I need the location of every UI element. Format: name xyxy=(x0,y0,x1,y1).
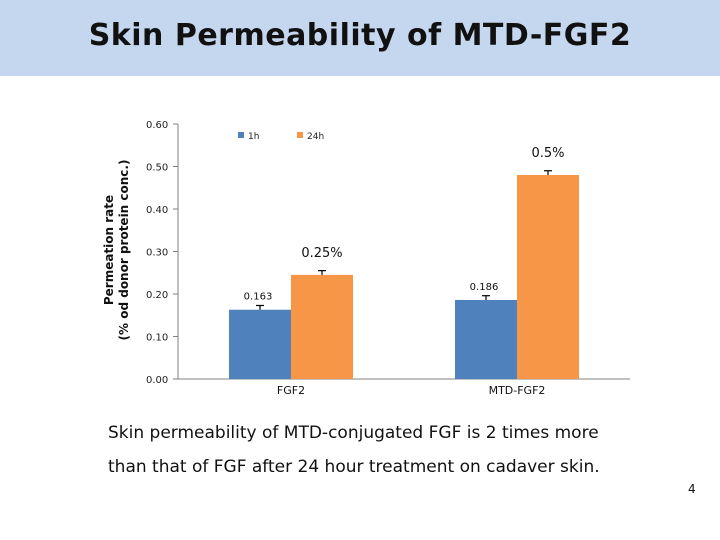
bar-1h-FGF2 xyxy=(229,309,291,379)
data-label: 0.186 xyxy=(470,282,499,293)
x-tick-label: FGF2 xyxy=(277,384,305,397)
caption: Skin permeability of MTD-conjugated FGF … xyxy=(108,416,648,484)
bar-1h-MTD-FGF2 xyxy=(455,299,517,379)
bar-chart: 0.00 0.10 0.20 0.30 0.40 0.50 0.60 Permeation r… xyxy=(102,120,630,397)
y-tick-label: 0.30 xyxy=(146,248,168,259)
y-tick-label: 0.50 xyxy=(146,163,168,174)
y-tick-label: 0.20 xyxy=(146,290,168,301)
data-label: 0.5% xyxy=(531,146,564,161)
bar-24h-FGF2 xyxy=(291,274,353,379)
title-band xyxy=(0,0,720,76)
caption-line-1: Skin permeability of MTD-conjugated FGF … xyxy=(108,423,599,443)
page-number: 4 xyxy=(688,482,696,496)
y-tick-label: 0.40 xyxy=(146,205,168,216)
data-label: 0.163 xyxy=(244,292,273,303)
data-label: 0.25% xyxy=(301,246,342,261)
legend-swatch-24h xyxy=(297,132,303,138)
y-tick-label: 0.10 xyxy=(146,333,168,344)
caption-line-2: than that of FGF after 24 hour treatment… xyxy=(108,457,600,477)
slide-title: Skin Permeability of MTD-FGF2 xyxy=(88,18,632,53)
legend-label-24h: 24h xyxy=(307,132,324,142)
legend-label-1h: 1h xyxy=(248,132,259,142)
x-tick-label: MTD-FGF2 xyxy=(489,384,546,397)
bar-24h-MTD-FGF2 xyxy=(517,175,579,379)
legend-swatch-1h xyxy=(238,132,244,138)
y-axis-title-line-1: Permeation rate xyxy=(102,195,116,305)
y-tick-label: 0.60 xyxy=(146,120,168,131)
y-tick-label: 0.00 xyxy=(146,375,168,386)
y-axis-title-line-2: (% od donor protein conc.) xyxy=(117,160,131,341)
